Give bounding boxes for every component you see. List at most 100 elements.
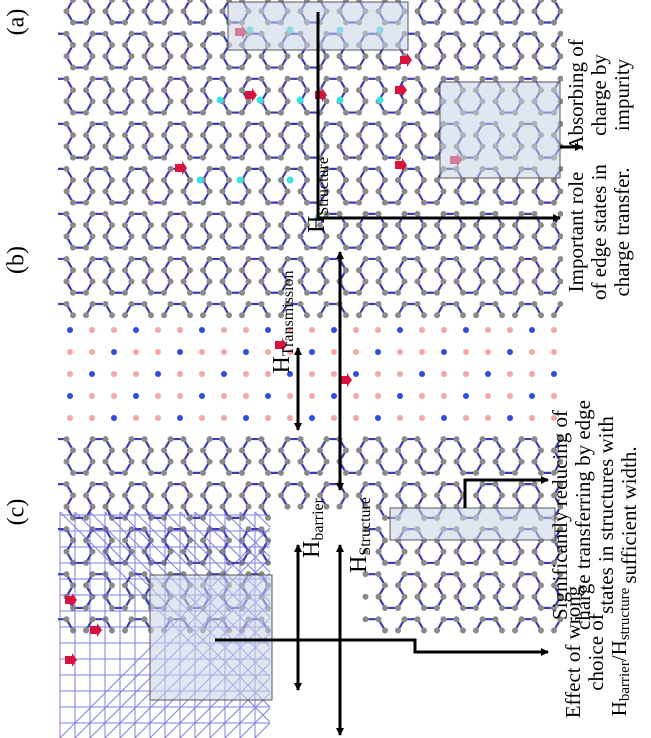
measure-label: HStructure [346,497,374,573]
site [89,349,95,355]
site [111,415,117,421]
site [463,393,469,399]
site [221,415,227,421]
site [375,371,381,377]
site [419,371,425,377]
site [485,415,491,421]
highlight-box [440,82,560,178]
site [485,349,491,355]
site [353,349,359,355]
impurity [297,97,304,104]
site [485,327,491,333]
site [507,349,513,355]
site [331,371,337,377]
site [463,349,469,355]
site [243,327,249,333]
annotation-line: Effect of wrong [561,585,585,718]
site [507,415,513,421]
site [353,415,359,421]
site [375,415,381,421]
site [331,349,337,355]
impurity [257,97,264,104]
site [309,415,315,421]
site [111,349,117,355]
site [529,349,535,355]
site [309,371,315,377]
site [265,415,271,421]
measure-main: H [269,356,295,373]
site [551,393,557,399]
measure-sub: barrier [310,497,327,540]
site [309,349,315,355]
figure: (a) (b) (c) Absorbing ofcharge byimpurit… [0,0,651,738]
annotation-line: sufficient width. [617,446,641,583]
annotation-line: charge transfer. [610,167,634,296]
site [331,415,337,421]
site [441,349,447,355]
site [287,415,293,421]
site [111,327,117,333]
annotation-line: Absorbing of [564,39,588,150]
site [111,393,117,399]
measure-main: H [299,541,325,558]
charge-arrow [340,373,352,387]
annotation-line: choice of [584,613,608,691]
site [111,371,117,377]
impurity [217,97,224,104]
site [89,371,95,377]
site [133,393,139,399]
site [551,371,557,377]
site [177,349,183,355]
highlight-box [390,508,555,540]
site [529,371,535,377]
site [507,371,513,377]
site [463,415,469,421]
site [419,415,425,421]
impurity [237,177,244,184]
measure-main: H [346,556,372,573]
site [67,349,73,355]
site [529,415,535,421]
measure-label: HTransmission [269,271,297,374]
site [199,371,205,377]
site [177,327,183,333]
site [199,415,205,421]
site [529,393,535,399]
site [133,371,139,377]
highlight-box [150,575,272,700]
panel-labels: (a) (b) (c) [4,9,30,526]
site [397,393,403,399]
site [419,349,425,355]
site [441,371,447,377]
site [551,327,557,333]
site [331,393,337,399]
formula-part: barrier [617,661,633,701]
impurity [337,97,344,104]
measure-sub: Structure [315,157,332,216]
annotation-line: of edge states in [587,164,611,300]
site [155,349,161,355]
site [155,393,161,399]
site [243,393,249,399]
site [177,393,183,399]
site [353,371,359,377]
site [419,393,425,399]
site [243,349,249,355]
formula-part: structure [617,587,633,640]
site [485,393,491,399]
site [397,371,403,377]
annotation-line: impurity [610,58,634,131]
site [133,349,139,355]
site [67,393,73,399]
site [353,393,359,399]
site [265,327,271,333]
formula-part: H [607,701,631,716]
annotation-line: states in structures with [594,416,618,614]
site [309,393,315,399]
site [221,349,227,355]
site [155,327,161,333]
measure-label: HStructure [304,157,332,233]
site [89,415,95,421]
site [67,327,73,333]
impurity [287,177,294,184]
